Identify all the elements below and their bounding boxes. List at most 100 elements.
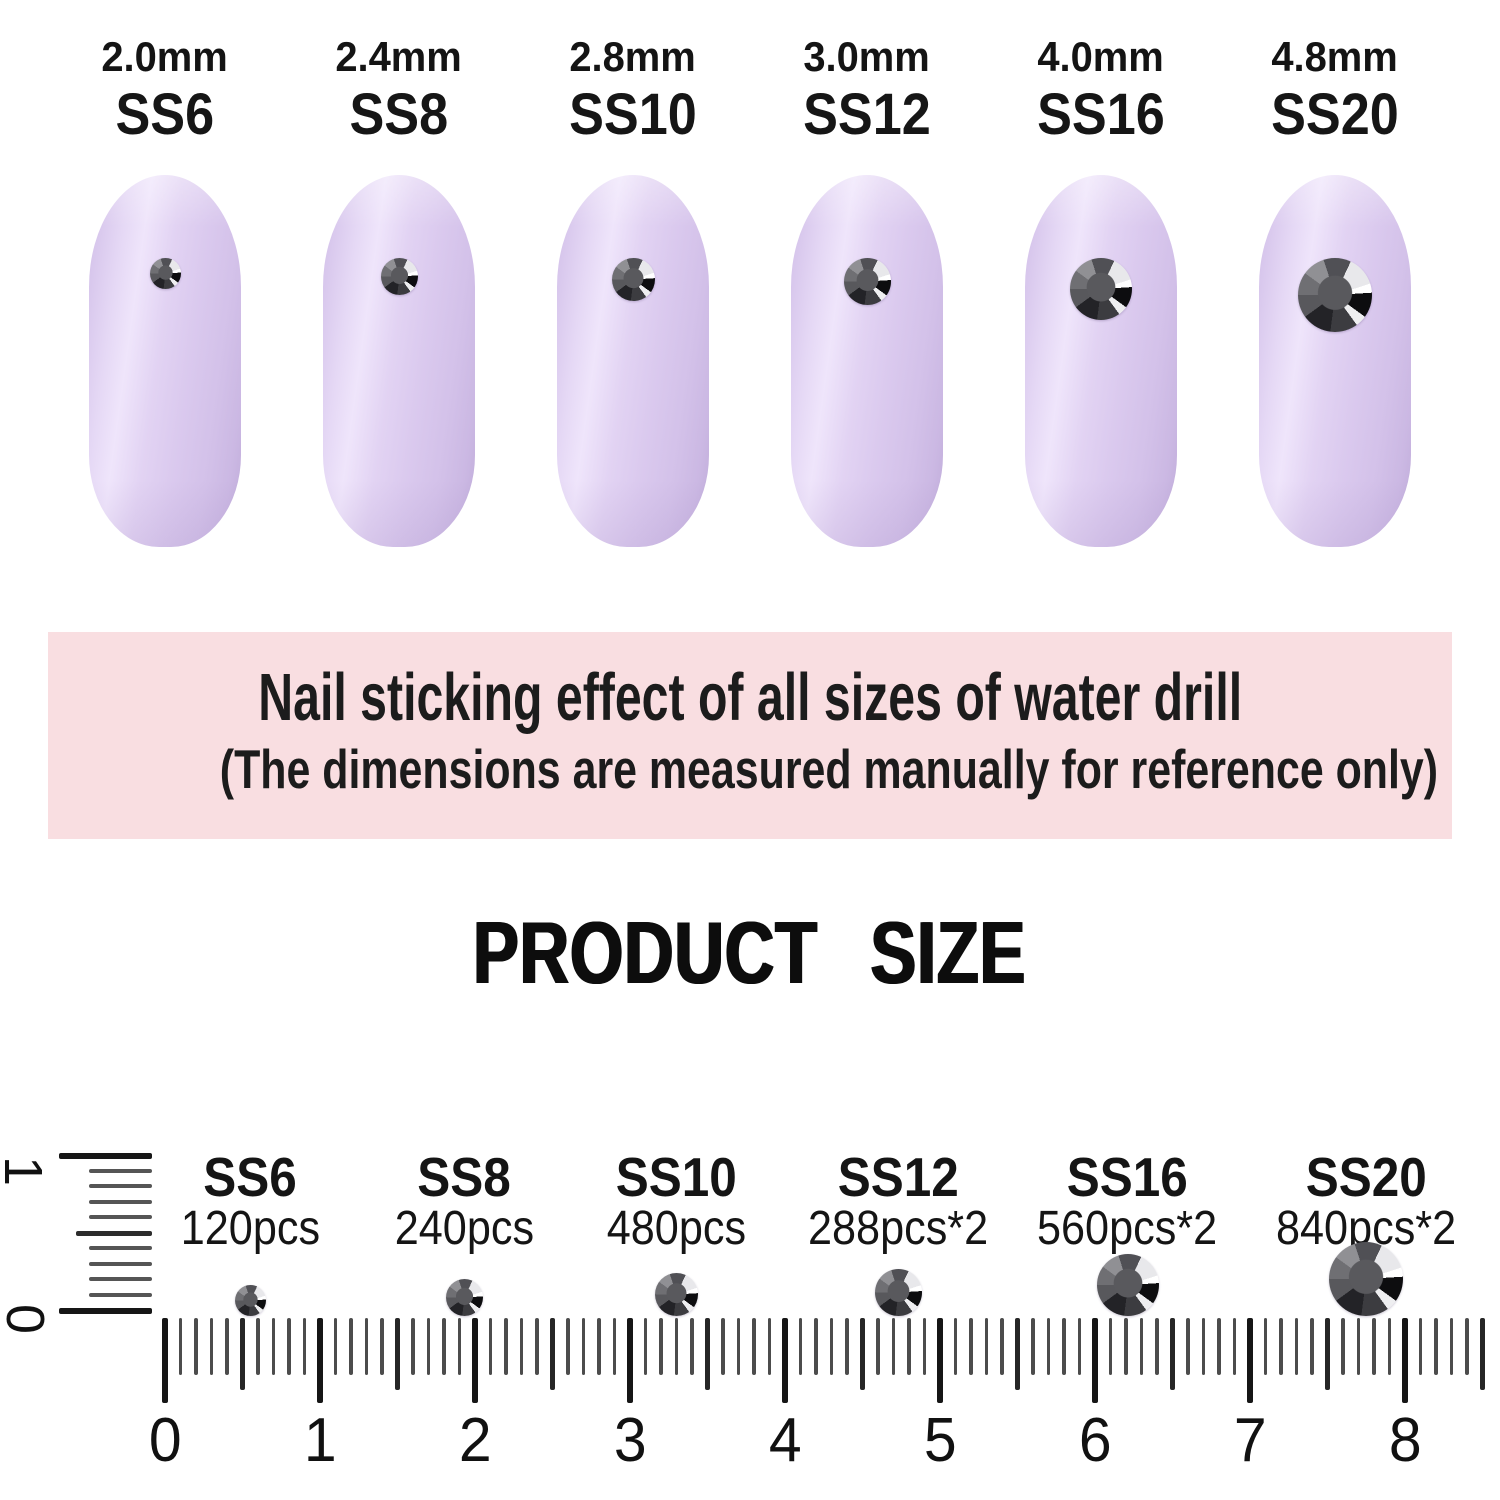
ruler-tick-minor [1139,1318,1144,1375]
ruler-tick-minor [287,1318,291,1375]
nail-mm-label-text: 3.0mm [803,33,931,80]
nail-mm-label: 2.4mm [282,34,516,80]
ruler-number: 7 [1205,1408,1295,1474]
ruler-tick-minor [845,1318,849,1375]
info-banner: Nail sticking effect of all sizes of wat… [48,632,1452,839]
nail-ss-label-text: SS12 [803,82,931,147]
ruler-number: 1 [275,1408,365,1474]
ruler-tick-minor [1062,1318,1066,1375]
ruler-tick-minor [984,1318,989,1375]
ruler-tick-half [705,1318,710,1390]
ruler-tick-minor [302,1318,307,1375]
ruler-ss-label: SS12 [738,1148,1058,1206]
ruler-tick-minor [659,1318,663,1375]
ruler-tick-major [937,1318,943,1403]
ruler-tick-minor [922,1318,927,1375]
nail-tip [89,175,241,547]
ruler-qty-label-text: 480pcs [606,1202,747,1255]
ruler-qty-label-text: 288pcs*2 [808,1202,989,1255]
vruler-tick-minor [89,1246,152,1250]
ruler-tick-half [395,1318,400,1390]
nail-tip [1259,175,1411,547]
ruler-tick-minor [1387,1318,1392,1375]
vruler-tick-minor [89,1199,152,1204]
nail-rhinestone [149,258,181,289]
ruler-qty-label: 120pcs [90,1203,410,1255]
ruler-tick-minor [1341,1318,1345,1375]
ruler-ss-label: SS16 [968,1148,1288,1206]
ruler-number-text: 0 [148,1406,182,1475]
ruler-ss-label: SS8 [304,1148,624,1206]
nail-sample-col: 4.0mm SS16 [984,0,1218,600]
ruler-tick-minor [969,1318,973,1375]
ruler-tick-minor [271,1318,276,1375]
vruler-tick-minor [89,1184,152,1188]
section-heading: PRODUCT SIZE [0,906,1500,1000]
ruler-ss-label-text: SS10 [615,1146,738,1208]
nail-sample-col: 4.8mm SS20 [1218,0,1452,600]
vruler-tick-minor [89,1215,152,1219]
ruler-tick-half [1170,1318,1175,1390]
ruler-tick-minor [519,1318,524,1375]
ruler-qty-label: 240pcs [304,1203,624,1255]
ruler-tick-minor [1465,1318,1469,1375]
ruler-tick-minor [457,1318,462,1375]
ruler-tick-minor [1449,1318,1454,1375]
nail-ss-label-text: SS20 [1271,82,1399,147]
ruler-tick-minor [798,1318,803,1375]
ruler-tick-half [550,1318,555,1390]
ruler-tick-minor [364,1318,369,1375]
nail-tip [557,175,709,547]
ruler-tick-half [1325,1318,1330,1390]
ruler-rhinestone [234,1285,266,1316]
nail-mm-label: 2.8mm [516,34,750,80]
ruler-tick-minor [1294,1318,1299,1375]
ruler-tick-major [782,1318,788,1403]
ruler-tick-major [317,1318,323,1403]
nail-sample-col: 2.0mm SS6 [48,0,282,600]
ruler-tick-minor [1279,1318,1283,1375]
ruler-tick-minor [426,1318,431,1375]
ruler-tick-minor [442,1318,446,1375]
ruler-tick-minor [1000,1318,1004,1375]
ruler-tick-minor [535,1318,539,1375]
ruler-ss-label-text: SS6 [203,1146,298,1208]
ruler-tick-minor [566,1318,570,1375]
nail-ss-label: SS12 [750,84,984,146]
ruler-rhinestone [655,1273,698,1316]
ruler-tick-minor [1418,1318,1423,1375]
nail-tip [323,175,475,547]
ruler-ss-label: SS20 [1206,1148,1500,1206]
ruler-ss-label-text: SS8 [417,1146,511,1208]
ruler-tick-minor [1217,1318,1221,1375]
ruler-tick-minor [1356,1318,1361,1375]
ruler-tick-minor [829,1318,834,1375]
ruler-tick-minor [380,1318,384,1375]
vruler-tick-minor [89,1292,152,1297]
nail-sample-col: 2.8mm SS10 [516,0,750,600]
ruler-tick-minor [907,1318,911,1375]
nail-ss-label-text: SS8 [349,82,449,147]
nail-sample-col: 3.0mm SS12 [750,0,984,600]
ruler-tick-minor [891,1318,896,1375]
ruler-tick-half [1480,1318,1485,1390]
nail-mm-label-text: 4.8mm [1271,33,1399,80]
ruler-tick-minor [674,1318,679,1375]
ruler-tick-minor [814,1318,818,1375]
nail-ss-label: SS8 [282,84,516,146]
section-heading-text: PRODUCT SIZE [473,903,1027,1002]
ruler-tick-minor [225,1318,229,1375]
ruler-qty-label-text: 120pcs [180,1202,320,1255]
nail-ss-label: SS16 [984,84,1218,146]
ruler-tick-minor [612,1318,617,1375]
ruler-tick-minor [504,1318,508,1375]
ruler-number: 5 [895,1408,985,1474]
ruler-tick-minor [349,1318,353,1375]
nail-mm-label-text: 2.0mm [101,33,229,80]
ruler-tick-major [1247,1318,1253,1403]
ruler-number-text: 7 [1233,1406,1267,1475]
ruler-number-text: 4 [768,1406,802,1475]
ruler-tick-minor [194,1318,198,1375]
